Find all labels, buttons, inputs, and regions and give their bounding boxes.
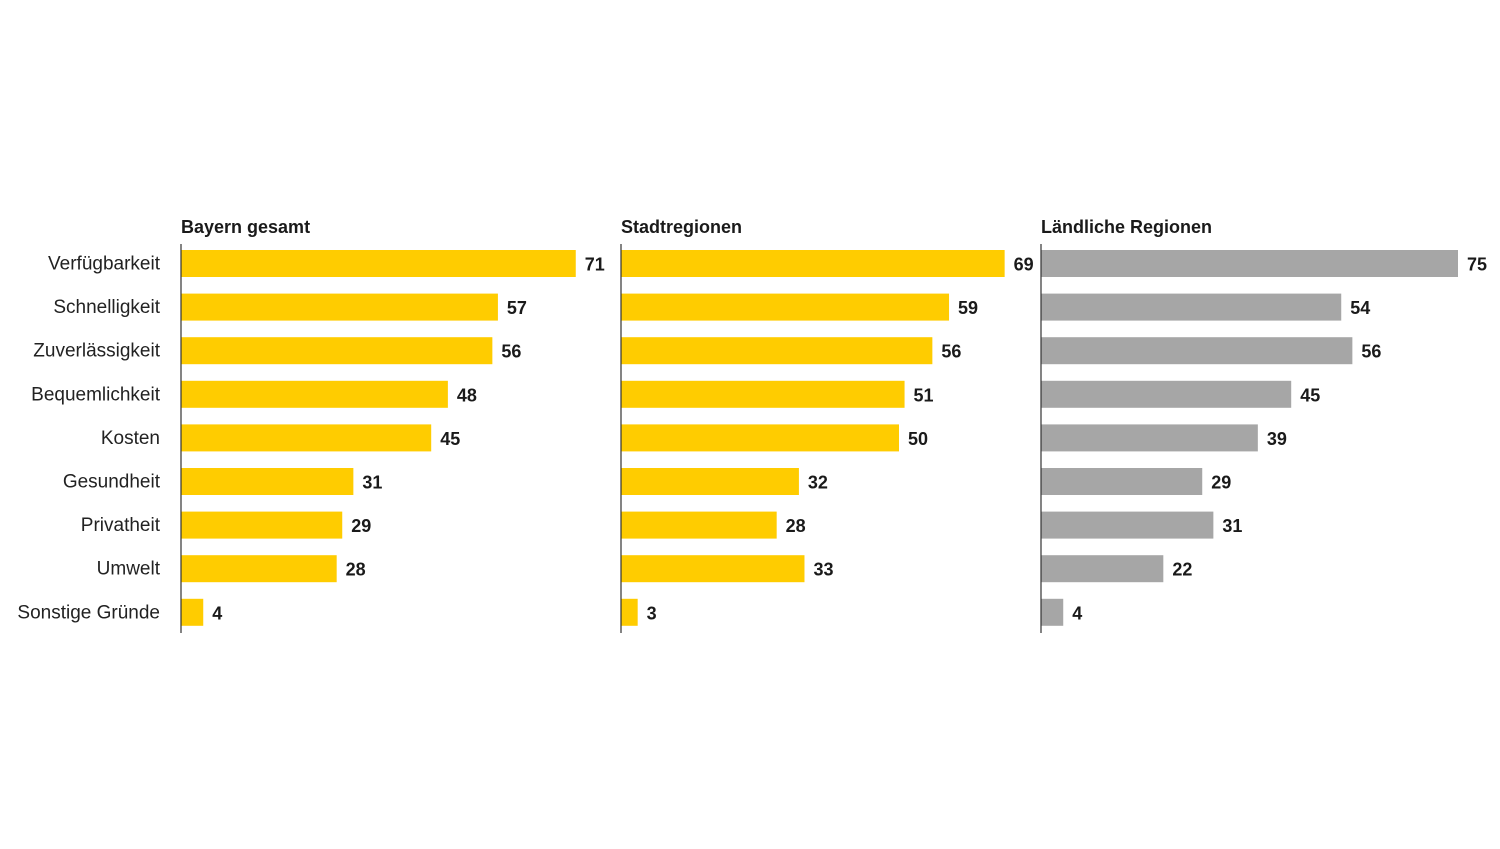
bar — [181, 337, 493, 365]
data-label: 75 — [1467, 255, 1487, 275]
bar — [621, 250, 1005, 277]
data-label: 28 — [346, 560, 366, 580]
bar — [1041, 293, 1342, 321]
bar — [1041, 468, 1203, 495]
data-label: 39 — [1267, 429, 1287, 449]
data-label: 56 — [501, 342, 521, 362]
data-label: 50 — [908, 429, 928, 449]
bar — [181, 424, 432, 452]
bar — [621, 468, 799, 495]
data-label: 56 — [941, 342, 961, 362]
data-label: 54 — [1350, 298, 1370, 318]
bar — [181, 598, 204, 626]
category-label: Sonstige Gründe — [17, 602, 160, 623]
bar — [621, 424, 899, 452]
data-label: 29 — [1211, 473, 1231, 493]
data-label: 33 — [813, 560, 833, 580]
bar — [1041, 424, 1258, 452]
data-label: 45 — [1300, 385, 1320, 405]
bar — [181, 468, 354, 495]
bar — [1041, 337, 1353, 365]
bar — [621, 293, 950, 321]
data-label: 29 — [351, 516, 371, 536]
bar — [621, 380, 905, 408]
data-label: 31 — [362, 473, 382, 493]
bar — [621, 598, 638, 626]
panel-title: Stadtregionen — [621, 217, 742, 237]
bar — [1041, 511, 1214, 539]
data-label: 71 — [585, 255, 605, 275]
bar — [621, 511, 777, 539]
category-label: Schnelligkeit — [53, 297, 160, 318]
category-label: Privatheit — [81, 515, 161, 536]
data-label: 4 — [212, 603, 222, 623]
data-label: 51 — [914, 385, 934, 405]
data-label: 57 — [507, 298, 527, 318]
bar — [621, 337, 933, 365]
bar — [1041, 380, 1292, 408]
bar — [1041, 598, 1064, 626]
bar — [181, 511, 343, 539]
panel-title: Bayern gesamt — [181, 217, 310, 237]
data-label: 22 — [1172, 560, 1192, 580]
category-label: Zuverlässigkeit — [33, 341, 160, 362]
category-label: Kosten — [101, 428, 160, 449]
bar — [181, 555, 337, 583]
bar — [1041, 555, 1164, 583]
category-label: Verfügbarkeit — [48, 254, 161, 275]
category-label: Gesundheit — [63, 472, 161, 493]
data-label: 48 — [457, 385, 477, 405]
bar — [181, 293, 498, 321]
panel-title: Ländliche Regionen — [1041, 217, 1212, 237]
data-label: 4 — [1072, 603, 1082, 623]
bar — [181, 250, 576, 277]
data-label: 32 — [808, 473, 828, 493]
data-label: 31 — [1222, 516, 1242, 536]
bar — [181, 380, 448, 408]
data-label: 3 — [647, 603, 657, 623]
data-label: 69 — [1014, 255, 1034, 275]
bar — [1041, 250, 1458, 277]
data-label: 59 — [958, 298, 978, 318]
data-label: 56 — [1361, 342, 1381, 362]
data-label: 45 — [440, 429, 460, 449]
bar — [621, 555, 805, 583]
category-label: Bequemlichkeit — [31, 384, 161, 405]
data-label: 28 — [786, 516, 806, 536]
category-label: Umwelt — [97, 559, 161, 580]
